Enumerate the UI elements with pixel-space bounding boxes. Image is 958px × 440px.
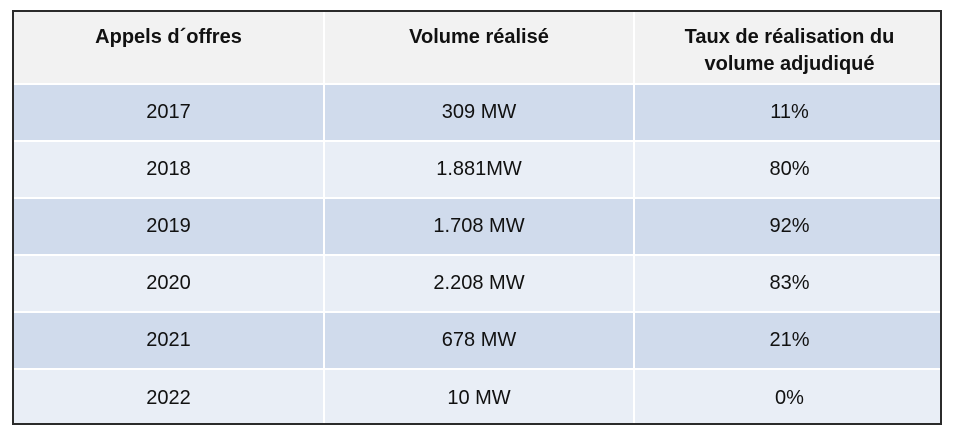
table-row: 2019 1.708 MW 92% — [14, 197, 940, 255]
cell-year: 2017 — [14, 83, 325, 141]
cell-year: 2019 — [14, 197, 325, 255]
data-table-frame: Appels d´offres Volume réalisé Taux de r… — [12, 10, 942, 425]
cell-year: 2021 — [14, 311, 325, 369]
cell-rate: 80% — [634, 140, 940, 198]
cell-volume: 10 MW — [324, 368, 635, 423]
table-row: 2022 10 MW 0% — [14, 368, 940, 423]
header-tenders: Appels d´offres — [14, 12, 325, 84]
table-row: 2018 1.881MW 80% — [14, 140, 940, 198]
header-rate-label-line1: Taux de réalisation du — [684, 26, 895, 48]
table-row: 2021 678 MW 21% — [14, 311, 940, 369]
table-header: Appels d´offres Volume réalisé Taux de r… — [14, 12, 940, 84]
header-rate-label-line2: volume adjudiqué — [704, 53, 875, 75]
header-row: Appels d´offres Volume réalisé Taux de r… — [14, 12, 940, 84]
header-rate: Taux de réalisation du volume adjudiqué — [634, 12, 940, 84]
cell-rate: 92% — [634, 197, 940, 255]
cell-rate: 21% — [634, 311, 940, 369]
cell-year: 2022 — [14, 368, 325, 423]
table-row: 2017 309 MW 11% — [14, 83, 940, 141]
cell-volume: 1.708 MW — [324, 197, 635, 255]
table-row: 2020 2.208 MW 83% — [14, 254, 940, 312]
cell-rate: 0% — [634, 368, 940, 423]
tender-volume-table: Appels d´offres Volume réalisé Taux de r… — [14, 12, 940, 423]
cell-volume: 678 MW — [324, 311, 635, 369]
table-body: 2017 309 MW 11% 2018 1.881MW 80% 2019 1.… — [14, 83, 940, 423]
header-tenders-label: Appels d´offres — [95, 26, 242, 48]
cell-year: 2018 — [14, 140, 325, 198]
cell-year: 2020 — [14, 254, 325, 312]
cell-rate: 11% — [634, 83, 940, 141]
cell-volume: 1.881MW — [324, 140, 635, 198]
header-volume-label: Volume réalisé — [409, 26, 549, 48]
cell-rate: 83% — [634, 254, 940, 312]
cell-volume: 309 MW — [324, 83, 635, 141]
cell-volume: 2.208 MW — [324, 254, 635, 312]
header-volume: Volume réalisé — [324, 12, 635, 84]
